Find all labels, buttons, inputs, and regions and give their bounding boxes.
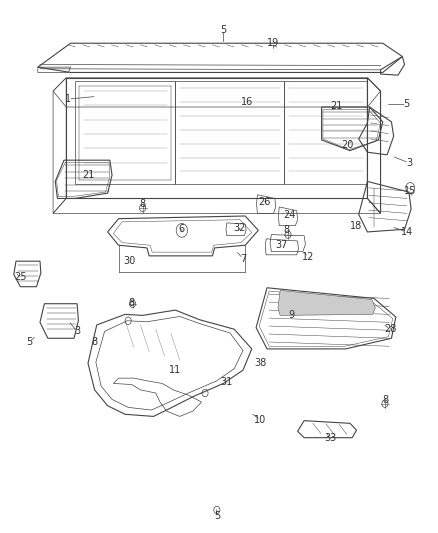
Text: 7: 7 [240,254,246,263]
Text: 8: 8 [140,199,146,209]
Text: 30: 30 [124,256,136,266]
Text: 21: 21 [330,101,342,111]
Text: 5: 5 [220,25,226,35]
Text: 8: 8 [383,395,389,406]
Text: 12: 12 [302,252,314,262]
Text: 11: 11 [169,365,181,375]
Text: 5: 5 [214,511,220,521]
Text: 6: 6 [179,224,185,235]
Polygon shape [278,290,375,316]
Text: 18: 18 [350,221,363,231]
Text: 31: 31 [221,377,233,387]
Text: 8: 8 [129,297,135,308]
Text: 19: 19 [268,38,280,48]
Text: 9: 9 [288,310,294,320]
Text: 32: 32 [234,223,246,233]
Text: 26: 26 [259,197,271,207]
Text: 1: 1 [65,94,71,104]
Text: 38: 38 [254,358,267,368]
Text: 10: 10 [254,415,267,425]
Text: 15: 15 [404,186,417,196]
Text: 24: 24 [283,211,296,221]
Text: 8: 8 [284,225,290,236]
Text: 33: 33 [324,433,336,443]
Text: 25: 25 [14,272,27,282]
Text: 5: 5 [404,99,410,109]
Text: 3: 3 [406,158,412,168]
Text: 16: 16 [241,96,254,107]
Text: 8: 8 [92,337,98,347]
Text: 21: 21 [82,170,94,180]
Text: 5: 5 [26,337,32,347]
Text: 20: 20 [342,140,354,150]
Text: 3: 3 [74,326,80,336]
Text: 14: 14 [401,227,413,237]
Text: 37: 37 [275,240,288,250]
Text: 28: 28 [384,324,396,334]
